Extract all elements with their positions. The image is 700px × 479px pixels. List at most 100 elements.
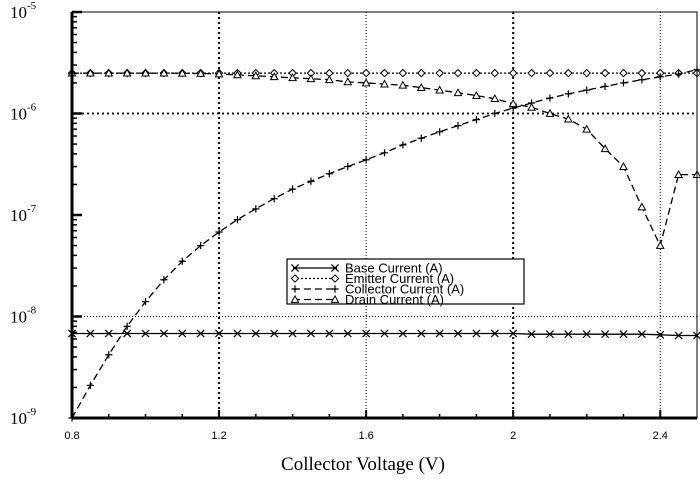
series-2-point-23 [491,109,499,118]
y-tick-base: 10 [10,206,27,225]
series-1-point-29 [600,68,610,78]
series-2-point-15 [344,162,352,171]
series-3-point-10 [251,71,261,80]
legend-label-1: Emitter Current (A) [345,271,454,286]
legend-label-2: Collector Current (A) [345,282,464,297]
series-3-point-18 [398,80,408,89]
series-3-point-23 [490,94,500,103]
series-1-point-25 [527,68,536,78]
series-2-point-7 [197,241,205,250]
y-tick-base: 10 [10,409,27,428]
series-line-3 [72,72,697,248]
series-3-point-13 [306,74,316,83]
series-0-point-19 [417,329,426,338]
series-0-point-29 [601,330,610,339]
legend-entry-3: Drain Current (A) [290,292,444,307]
series-1-point-15 [343,68,353,78]
series-3-point-16 [361,78,371,87]
legend-entry-1: Emitter Current (A) [290,271,454,286]
series-1-point-23 [490,68,500,78]
series-3-point-14 [324,75,334,84]
series-3-point-1 [85,68,95,77]
y-tick-label-4: 10-5 [10,0,37,22]
series-2 [68,66,700,422]
series-2-point-27 [564,90,572,98]
series-0-point-5 [159,329,168,338]
series-1-point-19 [416,68,426,78]
legend-marker-left-0 [290,263,300,273]
series-3-point-9 [232,70,242,79]
series-2-point-14 [325,170,333,178]
legend-marker-right-2 [331,285,339,293]
series-1-point-26 [545,68,555,78]
series-3-point-30 [619,161,628,170]
series-2-point-10 [252,205,260,213]
series-0-point-1 [86,329,95,338]
series-2-point-12 [288,185,297,193]
y-tick-label-3: 10-6 [10,102,37,124]
series-1-point-18 [398,68,408,78]
series-3-point-28 [582,124,592,133]
legend-marker-left-1 [290,274,300,283]
series-0-point-7 [196,329,205,338]
series-1-point-30 [619,68,628,78]
series-2-point-6 [178,257,186,265]
y-tick-base: 10 [10,105,27,124]
x-tick-label-0: 0.8 [64,430,79,442]
series-0-point-11 [270,329,279,338]
series-0-point-31 [637,330,646,339]
series-0-point-17 [380,329,389,338]
y-tick-exponent: -5 [27,0,37,12]
series-0-point-12 [288,329,297,338]
series-0-point-15 [343,329,352,338]
grid-lines [72,12,697,418]
x-axis-label: Collector Voltage (V) [281,454,445,475]
x-tick-label-3: 2 [510,430,516,442]
series-1-point-16 [361,68,371,78]
series-1-point-21 [453,68,463,78]
series-0-point-26 [545,330,554,339]
y-tick-exponent: -7 [27,203,37,215]
series-3-point-15 [343,77,353,86]
series-3-point-3 [122,68,132,77]
legend-entry-0: Base Current (A) [290,261,443,276]
series-0-point-33 [674,331,683,340]
series-2-point-11 [270,195,278,203]
series-3-point-7 [196,68,206,77]
series-2-point-22 [472,116,481,124]
series-0-point-9 [233,329,242,338]
legend: Base Current (A)Emitter Current (A)Colle… [286,258,525,307]
series-0-point-8 [215,329,224,338]
series-2-point-8 [215,228,223,236]
y-tick-exponent: -8 [27,305,37,317]
series-3-point-21 [453,88,463,97]
series-1-point-20 [435,68,444,78]
series-2-point-9 [233,216,242,224]
legend-marker-left-3 [290,294,300,303]
x-tick-label-2: 1.6 [358,430,373,442]
series-2-point-31 [638,76,646,84]
y-tick-exponent: -6 [27,102,37,114]
series-2-point-32 [656,73,664,81]
series-3-point-2 [104,68,114,77]
series-3-point-6 [177,68,187,77]
series-2-point-26 [546,94,554,102]
series-2-point-33 [675,70,683,78]
series-0-point-18 [398,329,407,338]
legend-marker-left-2 [291,285,299,293]
series-3-point-24 [508,99,518,108]
y-tick-exponent: -9 [27,406,37,418]
legend-box [286,258,525,305]
series-2-point-20 [436,128,444,136]
series-0-point-21 [454,329,463,338]
series-0-point-10 [251,329,260,338]
series-1-point-27 [564,68,573,78]
y-tick-base: 10 [10,3,27,22]
series-2-point-21 [454,121,462,130]
series-2-point-28 [583,86,591,94]
legend-label-0: Base Current (A) [345,261,443,276]
series-0-point-13 [306,329,315,338]
series-1-point-24 [508,68,518,78]
y-axis-ticks: 10-910-810-710-610-5 [10,0,82,428]
